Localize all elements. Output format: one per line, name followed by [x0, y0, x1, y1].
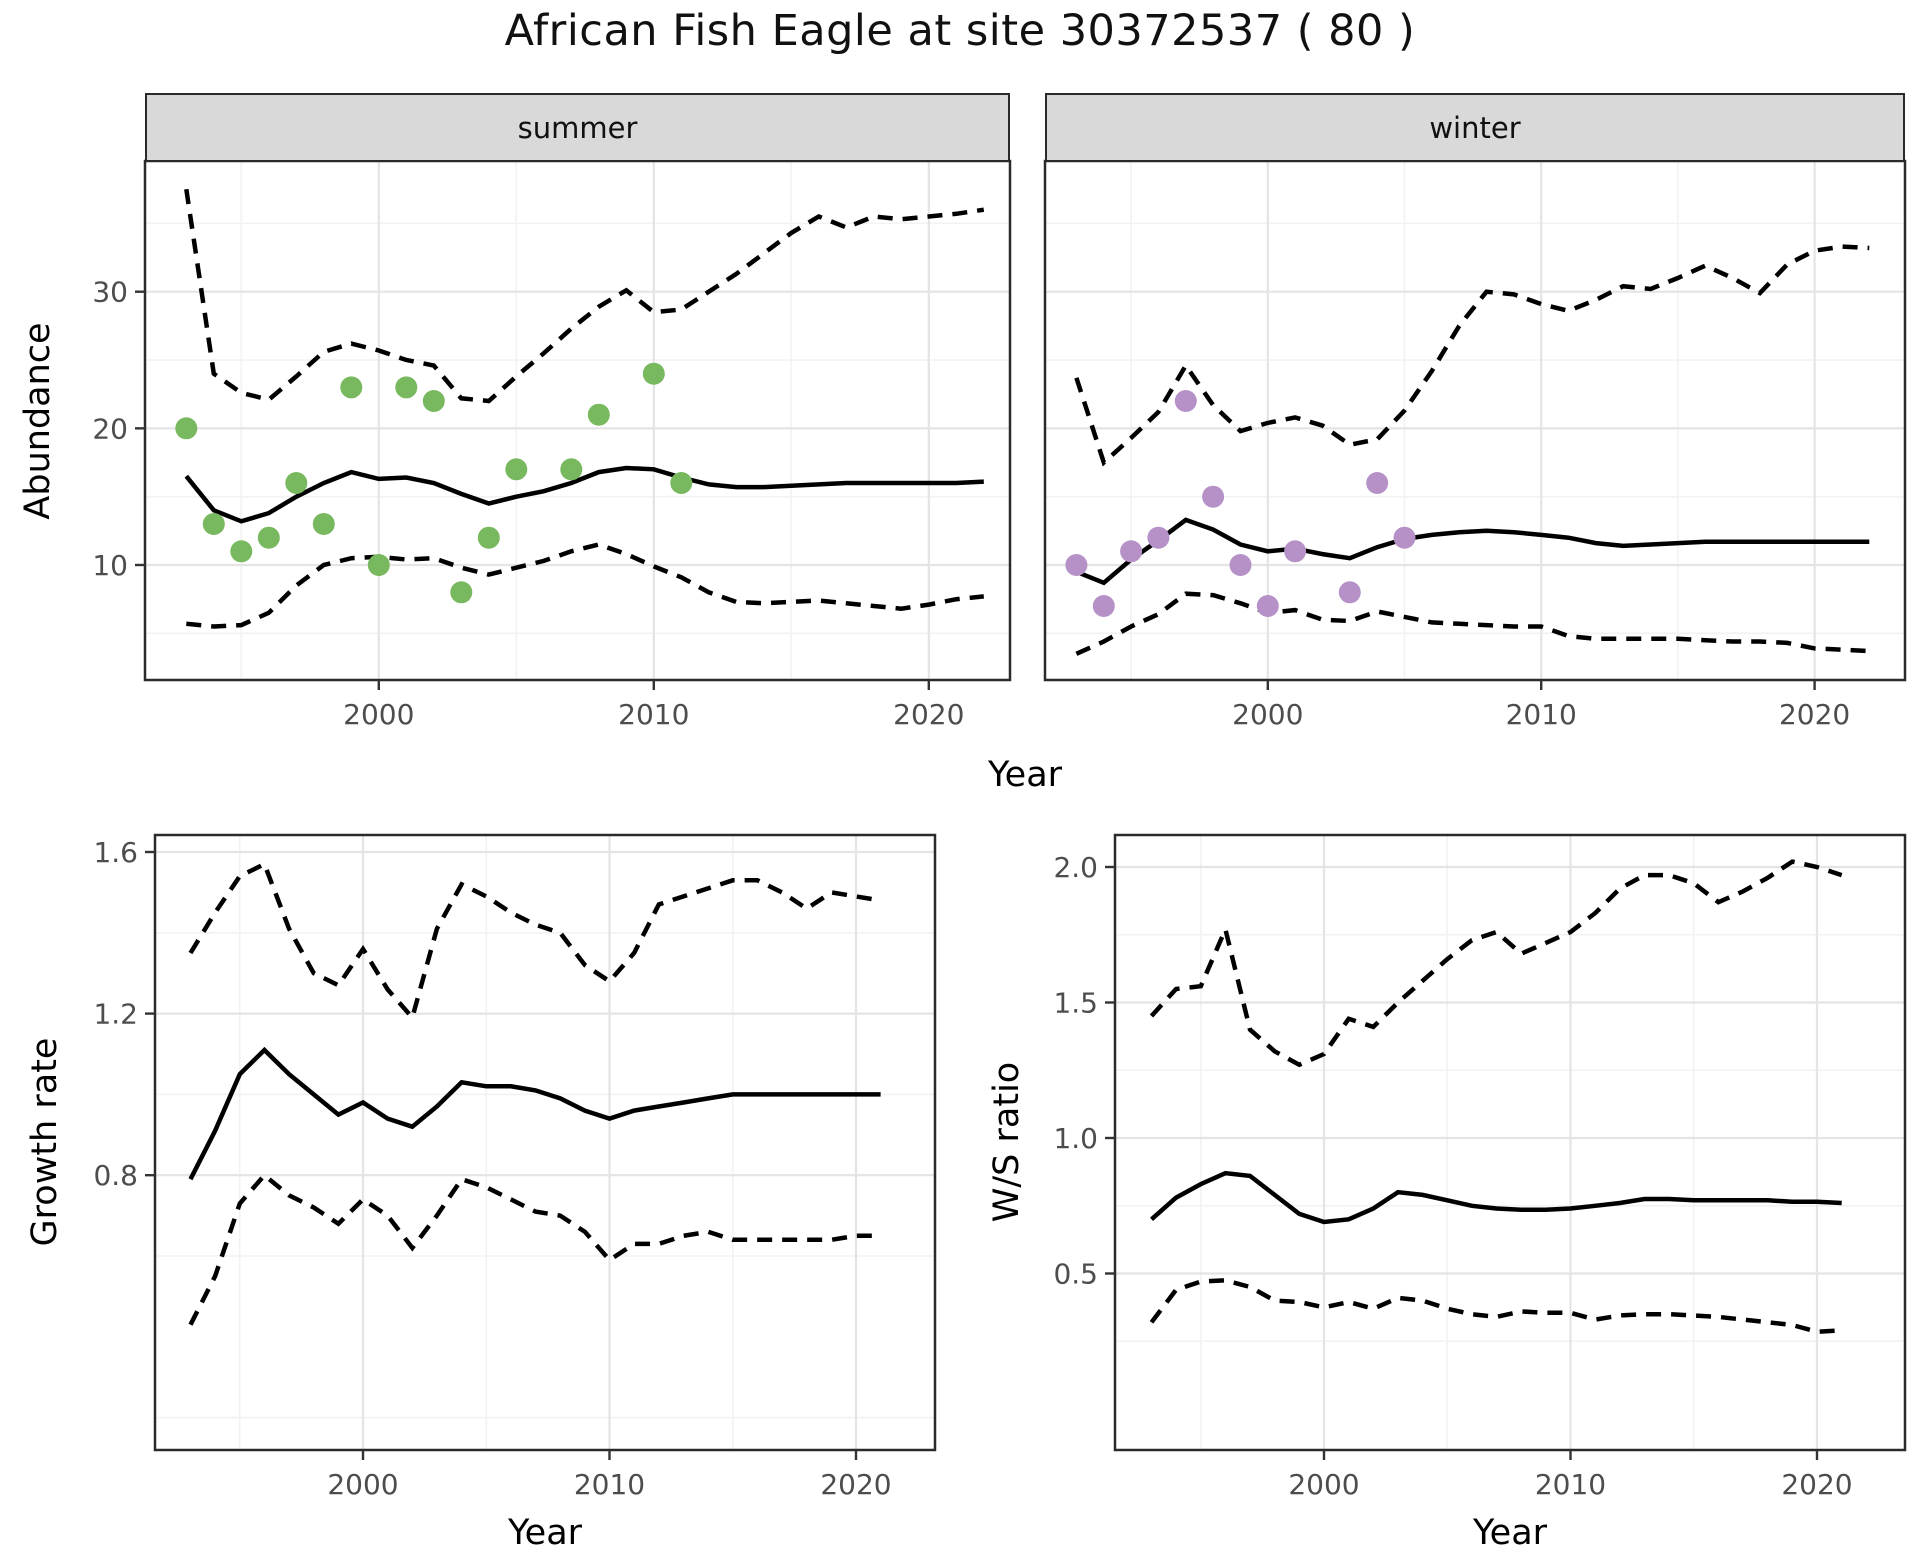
x-axis-title-year-ws: Year — [1472, 1513, 1548, 1553]
summer-observation-point — [422, 390, 445, 412]
summer-y-tick-label: 10 — [92, 549, 128, 582]
y-axis-title-abundance: Abundance — [18, 322, 58, 520]
ws_ratio-x-tick-label: 2020 — [1781, 1468, 1852, 1501]
winter-x-tick-label: 2020 — [1779, 698, 1850, 731]
panel-summer: 2000 2010 2020 10 20 30 — [92, 159, 1012, 731]
winter-observation-point — [1393, 526, 1416, 549]
facet-strip-winter-label: winter — [1429, 110, 1521, 145]
summer-observation-point — [477, 526, 500, 549]
summer-observation-point — [202, 513, 225, 535]
facet-strip-summer-label: summer — [517, 110, 638, 145]
growth-y-tick-label: 1.6 — [93, 836, 138, 869]
growth-x-tick-label: 2000 — [327, 1468, 398, 1501]
panel-ws_ratio: 2000 2010 2020 0.5 1.0 1.5 2.0 — [1053, 833, 1907, 1501]
ws_ratio-upper-ci-line — [1149, 859, 1843, 1068]
summer-median-line — [184, 465, 984, 524]
winter-observation-point — [1229, 554, 1252, 576]
winter-observation-point — [1092, 595, 1115, 617]
summer-y-tick-label: 30 — [92, 276, 128, 309]
ws_ratio-panel-bg — [1115, 835, 1905, 1450]
summer-observation-point — [257, 526, 280, 549]
winter-x-tick-label: 2000 — [1232, 698, 1303, 731]
y-axis-title-growth-rate: Growth rate — [25, 1037, 65, 1247]
growth-x-tick-label: 2010 — [574, 1468, 645, 1501]
growth-y-tick-label: 1.2 — [93, 998, 138, 1031]
summer-observation-point — [340, 376, 363, 399]
summer-observation-point — [367, 554, 390, 576]
panel-winter: 2000 2010 2020 — [1043, 159, 1907, 731]
growth-lower-ci-line — [188, 1172, 881, 1326]
summer-x-tick-label: 2010 — [618, 698, 689, 731]
summer-x-tick-label: 2000 — [343, 698, 414, 731]
summer-observation-point — [505, 458, 528, 481]
summer-panel-bg — [145, 161, 1010, 680]
growth-median-line — [188, 1046, 881, 1181]
ws_ratio-panel-border — [1113, 833, 1907, 1452]
winter-observation-point — [1065, 554, 1088, 576]
summer-upper-ci-line — [184, 188, 985, 404]
winter-lower-ci-line — [1075, 591, 1870, 656]
summer-observation-point — [230, 540, 253, 563]
growth-x-tick-label: 2020 — [820, 1468, 891, 1501]
y-axis-title-ws-ratio: W/S ratio — [987, 1061, 1027, 1223]
summer-observation-point — [560, 458, 583, 481]
facet-strip-summer: summer — [145, 93, 1010, 162]
ws_ratio-lower-ci-line — [1149, 1278, 1842, 1335]
summer-observation-point — [642, 362, 665, 385]
winter-upper-ci-line — [1074, 244, 1870, 467]
summer-lower-ci-line — [186, 542, 985, 629]
summer-observation-point — [285, 472, 308, 494]
summer-observation-point — [450, 581, 473, 604]
winter-observation-point — [1202, 485, 1225, 508]
summer-observation-point — [395, 376, 418, 399]
ws_ratio-x-tick-label: 2000 — [1288, 1468, 1359, 1501]
growth-y-tick-label: 0.8 — [93, 1159, 138, 1192]
summer-observation-point — [670, 472, 693, 494]
summer-observation-point — [587, 403, 610, 426]
x-axis-title-year-growth: Year — [507, 1513, 583, 1553]
winter-observation-point — [1366, 472, 1389, 494]
ws_ratio-y-tick-label: 1.0 — [1053, 1122, 1098, 1155]
panel-growth: 2000 2010 2020 0.8 1.2 1.6 — [93, 833, 937, 1501]
growth-panel-bg — [155, 835, 935, 1450]
ws_ratio-y-tick-label: 1.5 — [1053, 987, 1098, 1020]
ws_ratio-y-tick-label: 2.0 — [1053, 851, 1098, 884]
winter-observation-point — [1284, 540, 1307, 563]
facet-strip-winter: winter — [1045, 93, 1905, 162]
ws_ratio-median-line — [1150, 1170, 1842, 1225]
ws_ratio-y-tick-label: 0.5 — [1053, 1258, 1098, 1291]
winter-observation-point — [1256, 595, 1279, 617]
figure-title: African Fish Eagle at site 30372537 ( 80… — [504, 6, 1416, 56]
winter-observation-point — [1338, 581, 1361, 604]
summer-x-tick-label: 2020 — [893, 698, 964, 731]
growth-panel-border — [153, 833, 937, 1452]
summer-observation-point — [175, 417, 198, 440]
x-axis-title-year-top: Year — [987, 755, 1063, 795]
winter-observation-point — [1120, 540, 1143, 563]
winter-observation-point — [1147, 526, 1170, 549]
winter-median-line — [1075, 517, 1870, 586]
summer-observation-point — [312, 513, 335, 535]
summer-y-tick-label: 20 — [92, 412, 128, 445]
winter-observation-point — [1174, 390, 1197, 412]
ws_ratio-x-tick-label: 2010 — [1535, 1468, 1606, 1501]
winter-x-tick-label: 2010 — [1506, 698, 1577, 731]
